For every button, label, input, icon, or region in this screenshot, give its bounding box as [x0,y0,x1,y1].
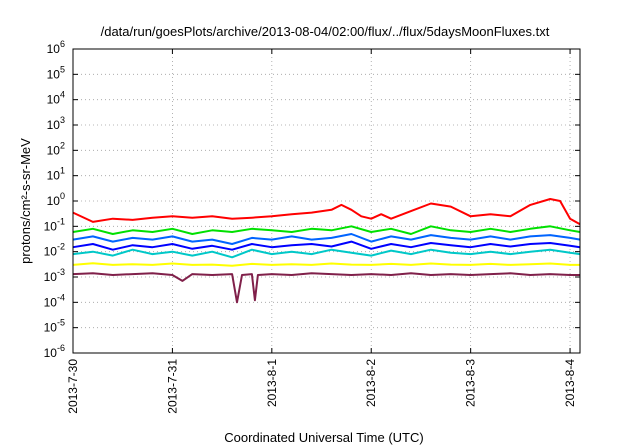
x-tick-label: 2013-8-3 [464,359,478,407]
x-tick-label: 2013-7-31 [165,359,179,414]
x-axis-label: Coordinated Universal Time (UTC) [224,430,423,445]
y-tick-label: 10-1 [44,216,65,233]
y-tick-label: 10-6 [44,343,65,360]
x-tick-label: 2013-8-2 [364,359,378,407]
chart-title: /data/run/goesPlots/archive/2013-08-04/0… [101,24,550,39]
y-tick-label: 105 [47,64,65,81]
series-line-1 [72,198,581,226]
grid [73,49,580,353]
plot-frame [72,48,581,354]
y-tick-label: 10-2 [44,242,65,259]
axes: 10-6 10-5 10-4 10-3 10-2 10-1 100 101 102 103 104 1… [44,39,580,414]
y-axis-label: protons/cm²-s-sr-MeV [18,138,33,264]
x-tick-label: 2013-8-4 [563,359,577,407]
y-tick-label: 102 [47,140,65,157]
y-tick-label: 106 [47,39,65,56]
series-line-3 [72,248,581,259]
series-line-7 [72,272,580,304]
series-line-6 [72,262,580,267]
x-tick-label: 2013-8-1 [265,359,279,407]
series-line-2 [72,225,581,235]
y-tick-label: 10-3 [44,267,65,284]
x-tick-label: 2013-7-30 [66,359,80,414]
y-tick-label: 103 [47,115,65,132]
series-line-5 [72,233,581,245]
series-line-4 [72,240,581,251]
y-tick-label: 101 [47,166,65,183]
y-tick-label: 104 [47,90,65,107]
series-group [72,198,581,304]
y-tick-label: 10-5 [44,318,65,335]
y-tick-label: 100 [47,191,65,208]
y-tick-label: 10-4 [44,292,65,309]
